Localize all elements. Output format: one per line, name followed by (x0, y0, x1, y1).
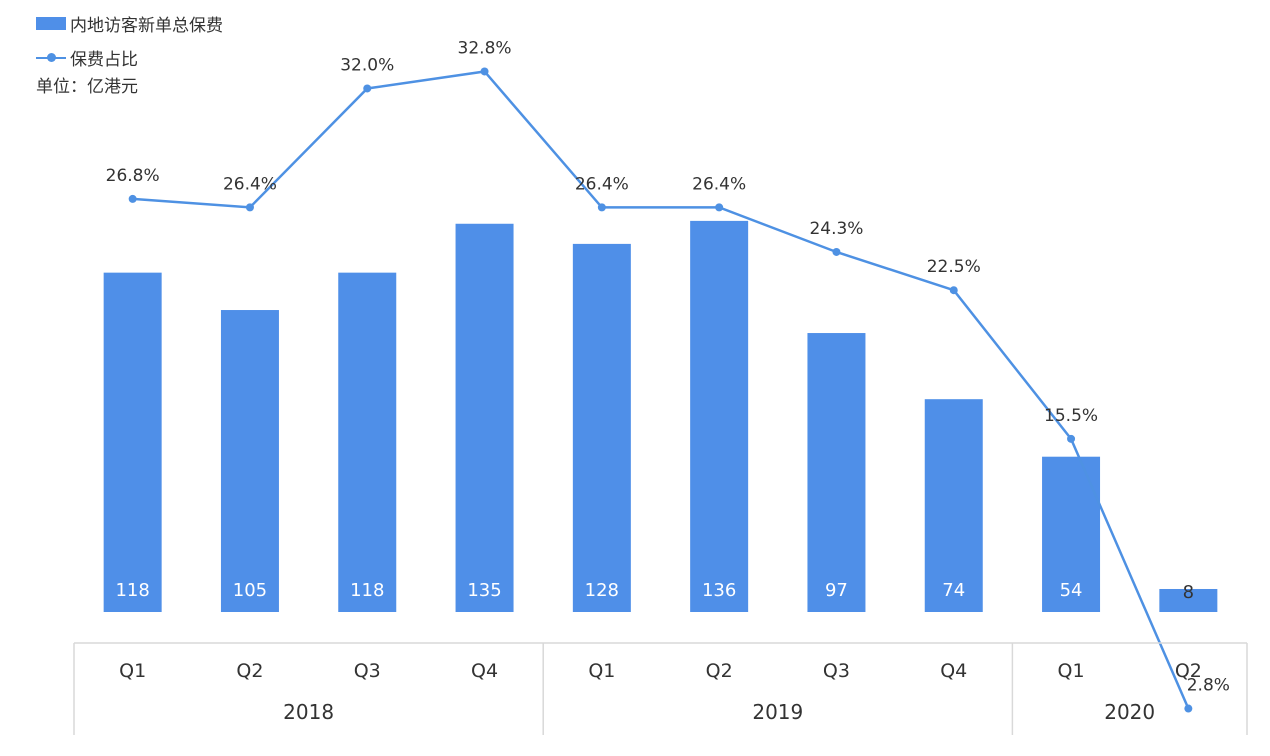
legend: 内地访客新单总保费 保费占比 (36, 6, 223, 74)
bar[interactable] (1159, 588, 1218, 612)
line-point[interactable] (1184, 704, 1193, 713)
axis-layer: Q1 Q2 Q3 Q4 Q1 Q2 Q3 Q4 Q1 Q2 2018 2019 2020 (73, 642, 1248, 735)
bar-value-label: 128 (585, 580, 619, 601)
line-value-label: 24.3% (809, 219, 863, 239)
legend-bar-label: 内地访客新单总保费 (70, 15, 223, 36)
line-value-label: 2.8% (1187, 676, 1230, 696)
line-value-label: 26.4% (692, 174, 746, 194)
x-tick-label: Q4 (940, 660, 967, 682)
bar-value-label: 118 (350, 580, 384, 601)
line-value-label: 15.5% (1044, 406, 1098, 426)
line-point[interactable] (832, 247, 841, 256)
bar-value-label: 8 (1183, 582, 1194, 603)
x-tick-label: Q3 (354, 660, 381, 682)
bar[interactable] (690, 220, 749, 612)
bar-value-label: 118 (115, 580, 149, 601)
bar[interactable] (455, 223, 514, 613)
line-value-label: 26.8% (106, 166, 160, 186)
x-group-label: 2019 (752, 700, 803, 724)
x-group-label: 2020 (1104, 700, 1155, 724)
legend-bar-swatch (36, 16, 66, 30)
line-point[interactable] (949, 286, 958, 295)
line-point[interactable] (715, 203, 724, 212)
x-tick-label: Q4 (471, 660, 498, 682)
bar-value-label: 74 (942, 580, 965, 601)
bar[interactable] (924, 399, 983, 612)
x-tick-label: Q3 (823, 660, 850, 682)
bar-value-label: 135 (467, 580, 501, 601)
line-point[interactable] (363, 84, 372, 93)
line-series (132, 70, 1190, 710)
line-point[interactable] (480, 67, 489, 76)
x-tick-label: Q1 (1058, 660, 1085, 682)
line-value-label: 22.5% (927, 257, 981, 277)
line-layer: 26.8% 26.4% 32.0% 32.8% 26.4% 26.4% 24.3% 22.5%… (106, 38, 1230, 713)
bar-value-label: 136 (702, 580, 736, 601)
line-point[interactable] (597, 203, 606, 212)
bar[interactable] (572, 243, 631, 612)
x-tick-label: Q1 (119, 660, 146, 682)
bar[interactable] (103, 272, 162, 612)
bar-value-label: 54 (1060, 580, 1083, 601)
bar[interactable] (338, 272, 397, 612)
legend-item-line[interactable]: 保费占比 (36, 40, 223, 74)
bar-value-label: 97 (825, 580, 848, 601)
legend-line-label: 保费占比 (70, 49, 138, 70)
line-point[interactable] (128, 194, 137, 203)
bar-value-label: 105 (233, 580, 267, 601)
x-tick-label: Q2 (1175, 660, 1202, 682)
line-value-label: 26.4% (223, 174, 277, 194)
x-tick-label: Q2 (236, 660, 263, 682)
x-tick-label: Q1 (588, 660, 615, 682)
line-point[interactable] (245, 203, 254, 212)
line-value-label: 26.4% (575, 174, 629, 194)
legend-item-bar[interactable]: 内地访客新单总保费 (36, 6, 223, 40)
line-value-label: 32.0% (340, 55, 394, 75)
x-tick-label: Q2 (706, 660, 733, 682)
bar[interactable] (220, 310, 279, 612)
unit-label: 单位：亿港元 (36, 77, 138, 97)
line-point[interactable] (1067, 434, 1076, 443)
x-group-label: 2018 (283, 700, 334, 724)
bar[interactable] (807, 333, 866, 612)
legend-line-swatch (36, 51, 66, 64)
line-value-label: 32.8% (458, 38, 512, 58)
bars-layer: 118 105 118 135 128 136 97 74 54 8 (103, 220, 1218, 613)
